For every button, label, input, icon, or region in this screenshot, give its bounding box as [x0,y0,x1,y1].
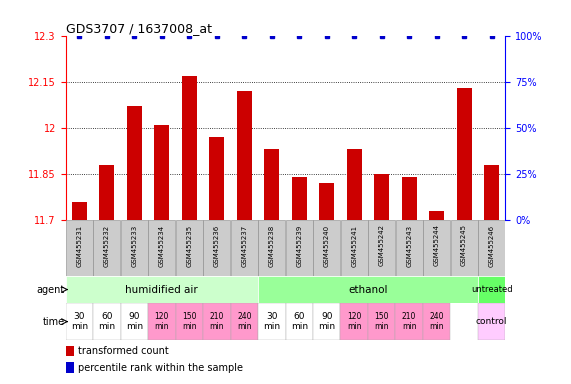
Text: GSM455236: GSM455236 [214,225,220,267]
Bar [182,76,197,220]
Text: 60
min: 60 min [291,312,308,331]
Text: GSM455233: GSM455233 [131,225,138,267]
Bar [347,149,362,220]
Bar [368,303,395,340]
Text: GSM455234: GSM455234 [159,225,165,266]
Text: GSM455239: GSM455239 [296,225,302,267]
Text: 90
min: 90 min [318,312,335,331]
Bar [66,346,74,356]
Text: GSM455242: GSM455242 [379,225,385,266]
Bar [374,174,389,220]
Text: 150
min: 150 min [375,312,389,331]
Bar [258,276,478,303]
Bar [237,91,252,220]
Bar [66,362,74,373]
Bar [478,276,505,303]
Text: GDS3707 / 1637008_at: GDS3707 / 1637008_at [66,22,212,35]
Text: GSM455240: GSM455240 [324,225,329,266]
Bar [484,165,499,220]
Text: 240
min: 240 min [237,312,252,331]
Bar [313,220,340,276]
Text: percentile rank within the sample: percentile rank within the sample [78,363,243,373]
Text: GSM455237: GSM455237 [242,225,247,267]
Text: 120
min: 120 min [155,312,169,331]
Text: 120
min: 120 min [347,312,361,331]
Bar [148,303,176,340]
Bar [127,106,142,220]
Bar [368,220,395,276]
Text: untreated: untreated [471,285,512,294]
Bar [231,303,258,340]
Text: transformed count: transformed count [78,346,168,356]
Text: GSM455244: GSM455244 [433,225,440,266]
Bar [395,303,423,340]
Bar [120,303,148,340]
Bar [478,303,505,340]
Bar [99,165,114,220]
Bar [423,220,451,276]
Text: control: control [476,317,508,326]
Bar [478,220,505,276]
Bar [176,220,203,276]
Text: 240
min: 240 min [429,312,444,331]
Text: 90
min: 90 min [126,312,143,331]
Bar [292,177,307,220]
Bar [396,220,423,276]
Bar [176,303,203,340]
Text: GSM455241: GSM455241 [351,225,357,266]
Bar [154,125,170,220]
Text: GSM455238: GSM455238 [269,225,275,267]
Bar [148,220,175,276]
Bar [231,220,258,276]
Text: agent: agent [37,285,65,295]
Bar [66,276,258,303]
Bar [258,220,286,276]
Bar [264,149,279,220]
Text: 30
min: 30 min [71,312,88,331]
Text: 150
min: 150 min [182,312,196,331]
Bar [66,303,93,340]
Bar [451,220,478,276]
Text: 30
min: 30 min [263,312,280,331]
Text: 60
min: 60 min [98,312,115,331]
Text: GSM455235: GSM455235 [186,225,192,266]
Text: GSM455245: GSM455245 [461,225,467,266]
Bar [340,303,368,340]
Text: time: time [43,316,65,327]
Bar [120,220,148,276]
Bar [313,303,340,340]
Bar [72,202,87,220]
Bar [93,220,120,276]
Bar [319,183,334,220]
Bar [286,303,313,340]
Text: GSM455246: GSM455246 [489,225,494,266]
Bar [457,88,472,220]
Bar [286,220,313,276]
Text: GSM455232: GSM455232 [104,225,110,266]
Bar [203,303,231,340]
Bar [423,303,451,340]
Bar [66,220,93,276]
Text: 210
min: 210 min [210,312,224,331]
Bar [429,211,444,220]
Text: GSM455231: GSM455231 [77,225,82,267]
Bar [209,137,224,220]
Text: humidified air: humidified air [126,285,198,295]
Bar [258,303,286,340]
Bar [340,220,368,276]
Bar [203,220,231,276]
Text: ethanol: ethanol [348,285,388,295]
Bar [401,177,417,220]
Text: 210
min: 210 min [402,312,416,331]
Text: GSM455243: GSM455243 [406,225,412,266]
Bar [93,303,120,340]
